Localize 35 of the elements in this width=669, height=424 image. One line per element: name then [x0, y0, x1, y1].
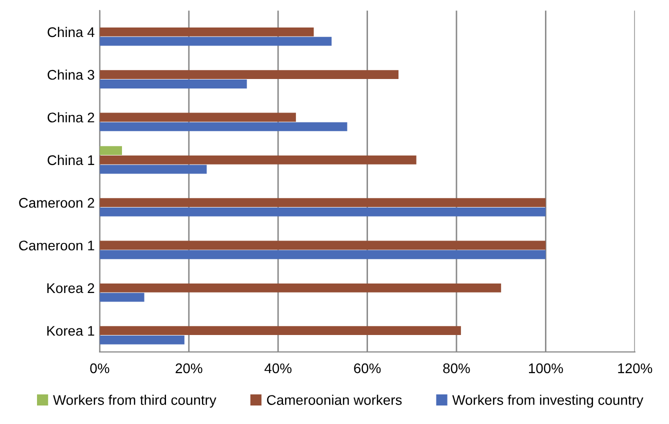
y-tick-label: China 1 — [48, 154, 94, 166]
y-tick-label: China 2 — [48, 112, 94, 122]
legend-label: Workers from third country — [53, 394, 216, 408]
x-tick-label: 120% — [618, 363, 652, 374]
bar — [100, 36, 332, 46]
bar — [100, 250, 546, 260]
y-tick-label: Cameroon 2 — [19, 198, 94, 208]
y-tick-label: Korea 2 — [47, 283, 94, 294]
x-tick-label: 20% — [176, 363, 202, 374]
legend-label: Cameroonian workers — [267, 394, 402, 405]
y-tick-label: Cameroon 1 — [19, 240, 94, 250]
bar — [100, 326, 461, 336]
x-tick-label: 60% — [354, 363, 381, 374]
y-tick-label: China 3 — [48, 70, 94, 80]
bar — [100, 240, 546, 250]
bar — [100, 292, 144, 302]
bar — [100, 283, 502, 292]
legend-label: Workers from investing country — [452, 394, 644, 408]
bar — [100, 198, 546, 208]
bar — [100, 208, 546, 216]
x-tick-label: 0% — [90, 363, 110, 374]
y-tick-label: Korea 1 — [47, 326, 94, 336]
bar — [100, 112, 296, 122]
bar — [100, 122, 348, 132]
x-tick-label: 100% — [528, 363, 563, 374]
bar — [100, 80, 247, 88]
x-tick-label: 40% — [264, 363, 292, 374]
bar — [100, 336, 184, 344]
bar — [100, 27, 314, 36]
y-tick-label: China 4 — [48, 26, 94, 38]
bar — [100, 70, 398, 80]
bar — [100, 146, 122, 155]
bar — [100, 164, 207, 174]
bar — [100, 155, 416, 164]
x-tick-label: 80% — [443, 363, 470, 374]
